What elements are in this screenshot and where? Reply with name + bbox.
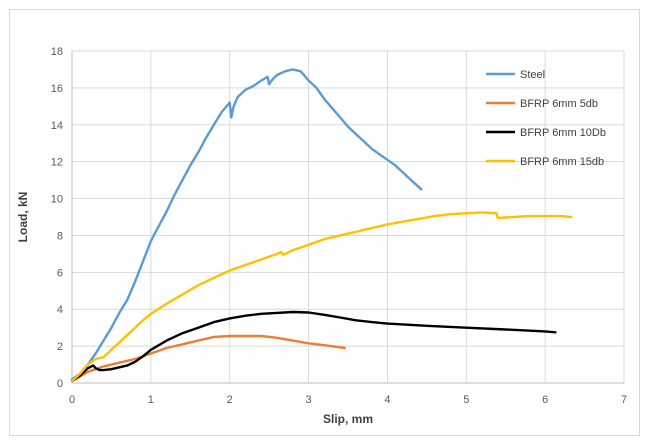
x-tick-label: 7 — [621, 394, 627, 406]
legend-label-3: BFRP 6mm 15db — [520, 156, 604, 168]
series-line-2 — [70, 310, 557, 383]
legend-label-0: Steel — [520, 69, 545, 81]
x-tick-label: 2 — [227, 394, 233, 406]
y-tick-label: 2 — [57, 341, 63, 353]
y-tick-label: 16 — [51, 83, 63, 95]
x-tick-label: 3 — [306, 394, 312, 406]
series-line-0 — [70, 68, 423, 381]
y-tick-label: 18 — [51, 46, 63, 58]
legend-label-2: BFRP 6mm 10Db — [520, 127, 606, 139]
y-tick-label: 0 — [57, 378, 63, 390]
legend-label-1: BFRP 6mm 5db — [520, 98, 598, 110]
x-axis-title: Slip, mm — [323, 412, 373, 426]
y-tick-label: 6 — [57, 267, 63, 279]
series-line-3 — [70, 211, 573, 383]
y-axis-title: Load, kN — [16, 192, 30, 243]
y-tick-label: 10 — [51, 194, 63, 206]
y-tick-label: 4 — [57, 304, 63, 316]
y-tick-label: 8 — [57, 230, 63, 242]
x-tick-label: 0 — [69, 394, 75, 406]
y-tick-label: 14 — [51, 120, 63, 132]
legend: Steel BFRP 6mm 5db BFRP 6mm 10Db BFRP 6mm 1… — [486, 69, 606, 168]
x-tick-label: 5 — [463, 394, 469, 406]
series-lines — [70, 68, 573, 383]
y-tick-label: 12 — [51, 157, 63, 169]
series-line-1 — [70, 334, 346, 383]
x-tick-label: 6 — [542, 394, 548, 406]
chart-frame: 0 2 4 6 8 10 12 14 16 18 0 1 2 3 4 5 6 7 Slip, mm Load, k… — [9, 9, 640, 436]
axes — [71, 51, 624, 384]
x-tick-label: 4 — [384, 394, 390, 406]
x-tick-label: 1 — [148, 394, 154, 406]
